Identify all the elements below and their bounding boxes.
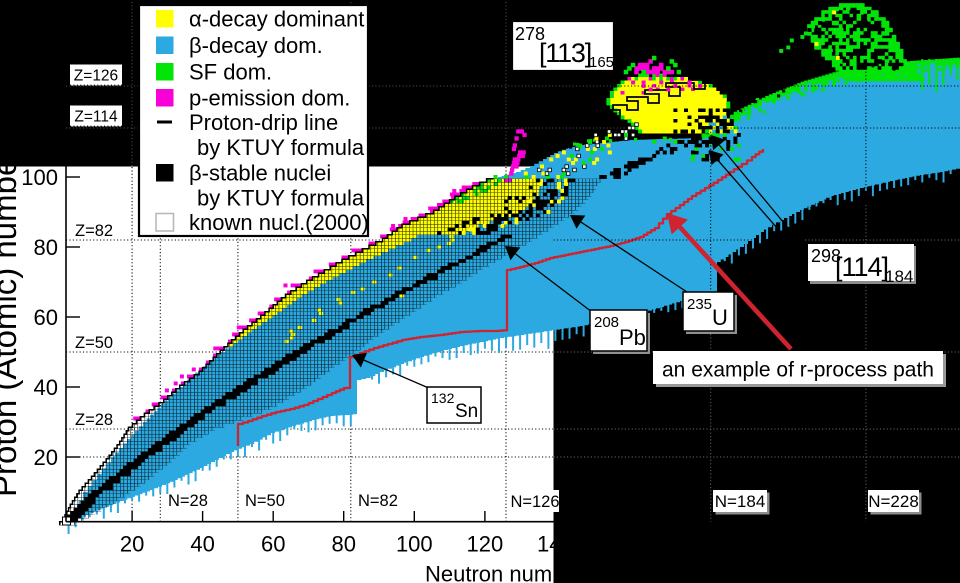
svg-text:N=228: N=228	[868, 492, 919, 511]
svg-text:60: 60	[34, 305, 58, 330]
svg-text:80: 80	[331, 532, 355, 557]
svg-text:SF dom.: SF dom.	[189, 59, 272, 84]
svg-text:20: 20	[34, 445, 58, 470]
svg-text:165: 165	[589, 54, 614, 71]
svg-text:208: 208	[594, 314, 619, 331]
svg-text:p-emission dom.: p-emission dom.	[189, 85, 350, 110]
svg-text:298: 298	[811, 246, 841, 266]
svg-text:40: 40	[190, 532, 214, 557]
svg-text:N=50: N=50	[245, 492, 285, 510]
svg-text:Z=28: Z=28	[75, 411, 113, 429]
svg-text:80: 80	[34, 235, 58, 260]
svg-text:Z=50: Z=50	[75, 334, 113, 352]
svg-text:140: 140	[537, 532, 574, 557]
svg-text:Proton (Atomic) number: Proton (Atomic) number	[0, 147, 23, 497]
svg-text:60: 60	[261, 532, 285, 557]
svg-text:Z=126: Z=126	[74, 68, 118, 85]
svg-text:278: 278	[515, 24, 545, 44]
svg-text:[113]: [113]	[539, 38, 591, 68]
svg-text:α-decay dominant: α-decay dominant	[189, 6, 364, 31]
svg-text:20: 20	[120, 532, 144, 557]
svg-text:Z=82: Z=82	[75, 222, 113, 240]
svg-text:β-decay dom.: β-decay dom.	[189, 33, 323, 58]
svg-text:U: U	[712, 305, 728, 330]
svg-text:N=184: N=184	[715, 492, 766, 511]
svg-text:120: 120	[467, 532, 504, 557]
svg-text:132: 132	[431, 390, 455, 406]
svg-text:by KTUY formula: by KTUY formula	[197, 185, 365, 210]
svg-text:40: 40	[34, 375, 58, 400]
svg-text:an example of r-process path: an example of r-process path	[662, 359, 934, 382]
svg-text:184: 184	[885, 267, 913, 286]
svg-text:by KTUY formula: by KTUY formula	[197, 135, 365, 160]
svg-text:known nucl.(2000): known nucl.(2000)	[189, 210, 369, 235]
svg-text:N=28: N=28	[168, 492, 208, 510]
svg-text:Neutron number: Neutron number	[425, 562, 584, 583]
svg-text:Pb: Pb	[619, 325, 646, 350]
svg-text:β-stable nuclei: β-stable nuclei	[189, 160, 331, 185]
svg-text:Z=114: Z=114	[74, 109, 118, 126]
svg-text:N=82: N=82	[358, 492, 398, 510]
svg-text:Sn: Sn	[455, 401, 478, 422]
svg-text:100: 100	[396, 532, 433, 557]
svg-text:N=126: N=126	[510, 493, 559, 511]
svg-text:Proton-drip line: Proton-drip line	[189, 110, 338, 135]
svg-text:235: 235	[687, 296, 712, 313]
svg-text:[114]: [114]	[835, 252, 888, 282]
svg-text:100: 100	[21, 165, 58, 190]
